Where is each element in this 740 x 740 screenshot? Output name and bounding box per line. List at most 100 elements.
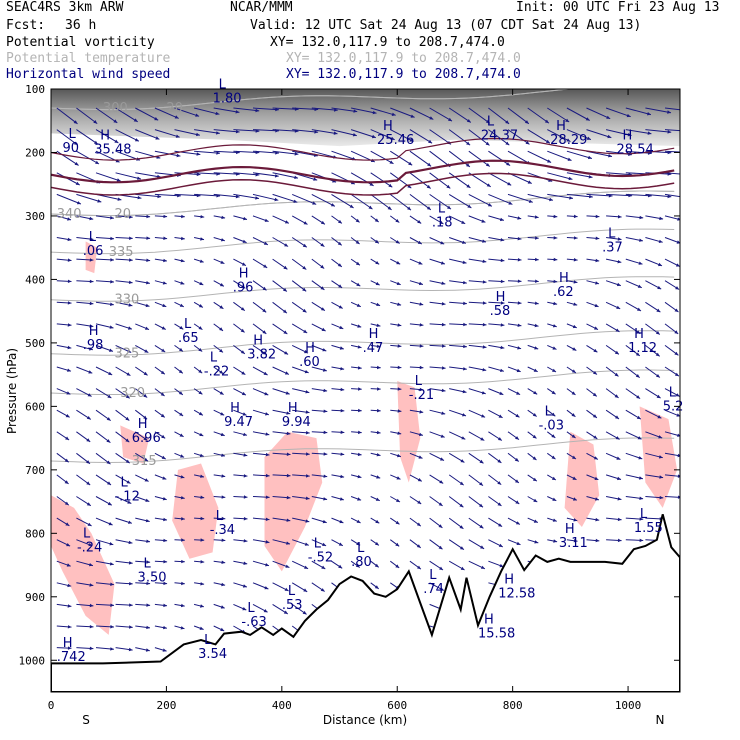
wind-arrow-head [128, 540, 133, 545]
wind-arrow-head [283, 309, 287, 314]
wind-arrow-head [439, 480, 444, 484]
model-title: SEAC4RS 3km ARW [6, 0, 124, 15]
wind-arrow-head [572, 347, 577, 351]
wind-arrow-head [479, 482, 483, 486]
wind-arrow-head [524, 120, 529, 124]
wind-arrow-head [74, 162, 79, 166]
wind-arrow-head [198, 411, 203, 416]
wind-arrow-head [283, 330, 288, 334]
wind-arrow-head [199, 281, 204, 285]
wind-arrow-head [235, 130, 240, 134]
wind-arrow [527, 129, 551, 144]
wind-arrow-head [73, 141, 78, 145]
wind-arrow-head [235, 110, 240, 114]
wind-arrow-head [243, 561, 248, 565]
wind-arrow [311, 150, 338, 159]
wind-arrow-head [375, 261, 380, 265]
wind-arrow-head [263, 264, 268, 268]
wind-arrow-head [285, 564, 290, 568]
wind-arrow-head [418, 281, 423, 286]
wind-arrow-head [553, 214, 558, 219]
wind-arrow-head [482, 259, 487, 263]
endpoint-north: N [656, 713, 665, 727]
wind-arrow [409, 107, 434, 120]
wind-arrow-head [87, 393, 92, 397]
wind-arrow [645, 129, 672, 133]
pv-contour [51, 172, 675, 196]
wind-arrow-head [592, 392, 597, 397]
wind-arrow [350, 193, 373, 210]
wind-arrow-head [572, 324, 577, 329]
wind-arrow-head [516, 541, 521, 545]
wind-arrow-head [353, 109, 358, 113]
wind-arrow-head [255, 196, 259, 200]
wind-arrow-head [419, 432, 423, 437]
wind-arrow [350, 129, 376, 139]
wind-arrow-head [616, 456, 621, 460]
wind-arrow-head [283, 610, 288, 614]
wind-arrow-head [221, 582, 226, 587]
wind-arrow-head [573, 258, 578, 262]
wind-arrow-head [416, 544, 421, 548]
wind-arrow-head [162, 303, 167, 307]
wind-arrow-head [545, 139, 550, 144]
wind-arrow-head [638, 261, 643, 265]
wind-arrow [311, 107, 338, 111]
field-xy-theta: XY= 132.0,117.9 to 208.7,474.0 [286, 51, 521, 66]
wind-arrow-head [322, 542, 327, 546]
theta-contour [51, 369, 675, 395]
wind-arrow [252, 150, 279, 154]
wind-arrow [566, 129, 592, 141]
extremum-value: 24.37 [481, 128, 518, 143]
extremum-marker: H [230, 401, 240, 416]
extremum-value: 35.48 [94, 142, 131, 157]
wind-arrow-head [417, 240, 422, 244]
wind-arrow-head [676, 240, 680, 244]
wind-arrow-head [110, 625, 114, 629]
wind-arrow-head [396, 498, 400, 502]
wind-arrow-head [322, 519, 327, 524]
extremum-value: -.22 [204, 364, 229, 379]
wind-arrow [625, 193, 652, 197]
wind-arrow-head [485, 141, 490, 146]
pv-shading-region [639, 406, 678, 508]
wind-arrow-head [337, 263, 342, 267]
wind-arrow-head [497, 481, 502, 485]
wind-arrow-head [480, 545, 485, 549]
wind-arrow [625, 107, 652, 116]
theta-contour [51, 330, 675, 356]
extremum-marker: L [608, 227, 616, 242]
wind-arrow-head [376, 344, 381, 348]
pv-shading-region [51, 495, 115, 635]
wind-arrow-head [89, 583, 94, 587]
wind-arrow-head [106, 460, 111, 465]
theta-contour-label: 320 [120, 386, 145, 401]
wind-arrow-head [181, 236, 185, 241]
wind-arrow [664, 150, 680, 153]
wind-arrow-head [67, 217, 71, 221]
wind-arrow-head [447, 205, 451, 210]
wind-arrow-head [375, 541, 379, 546]
wind-arrow-head [221, 215, 226, 220]
wind-arrow [389, 194, 412, 211]
wind-arrow-head [338, 542, 343, 546]
x-tick-label: 1000 [615, 699, 642, 712]
wind-arrow [645, 193, 672, 198]
wind-arrow-head [334, 108, 338, 112]
wind-arrow-head [116, 178, 121, 182]
wind-arrow-head [67, 279, 72, 283]
wind-arrow-head [321, 565, 326, 569]
wind-arrow-head [586, 136, 591, 140]
wind-arrow-head [200, 215, 205, 219]
wind-arrow [272, 193, 298, 203]
wind-arrow [429, 129, 452, 145]
wind-arrow-head [552, 518, 557, 522]
wind-arrow-head [617, 237, 622, 241]
wind-arrow-head [340, 430, 345, 434]
y-axis-label: Pressure (hPa) [5, 348, 19, 434]
wind-arrow-head [162, 476, 167, 480]
wind-arrow [488, 172, 512, 186]
wind-arrow-head [387, 206, 392, 210]
wind-arrow-head [65, 522, 70, 526]
wind-arrow-head [416, 522, 421, 527]
